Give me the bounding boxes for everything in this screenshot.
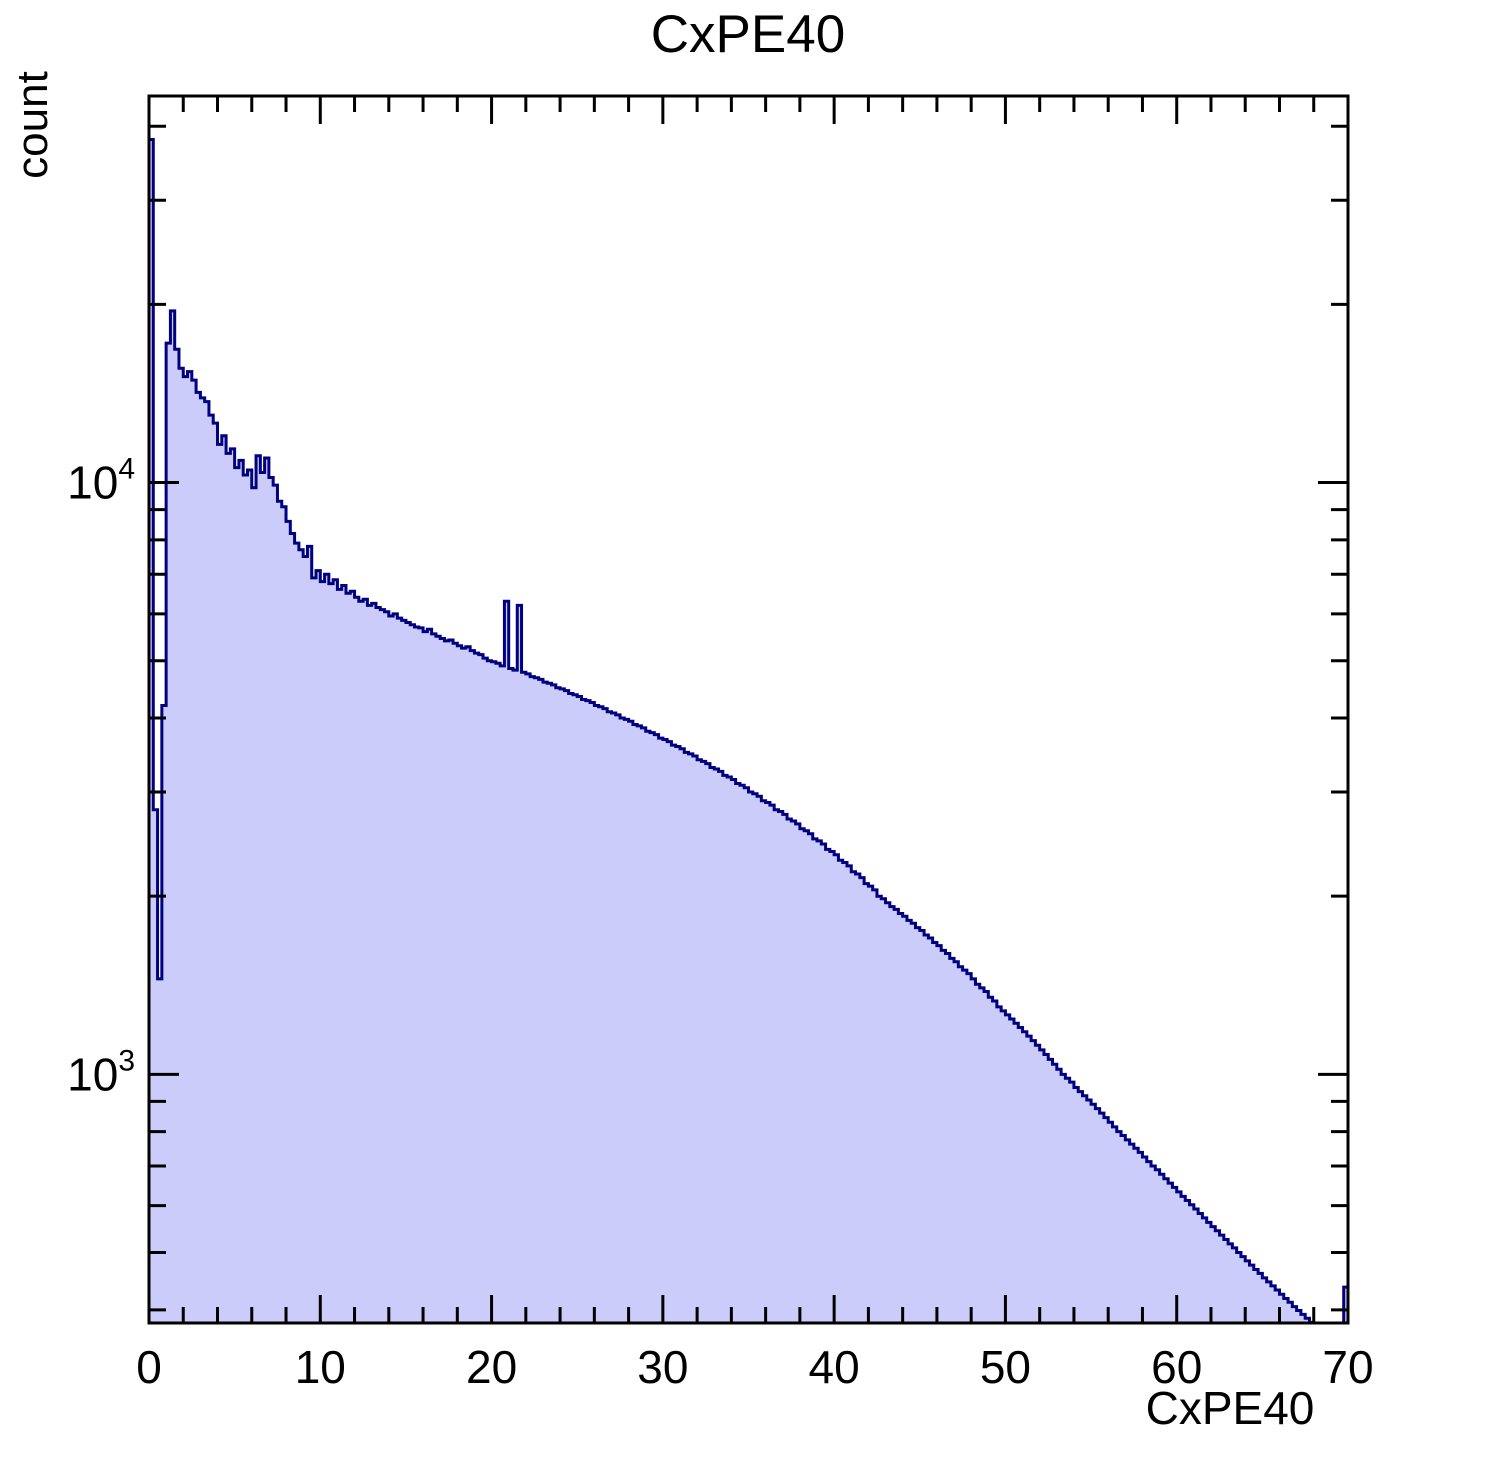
x-tick-label: 60 xyxy=(1151,1341,1202,1393)
x-tick-labels: 0 10 20 30 40 50 60 70 xyxy=(136,1341,1373,1393)
plot-frame xyxy=(147,94,1350,1325)
x-tick-label: 0 xyxy=(136,1341,162,1393)
page-title: CxPE40 xyxy=(650,5,846,64)
histogram-outline xyxy=(147,137,1350,1325)
axes xyxy=(147,94,1350,1325)
x-axis-title: CxPE40 xyxy=(1145,1382,1315,1434)
x-tick-label: 30 xyxy=(637,1341,688,1393)
x-tick-label: 50 xyxy=(980,1341,1031,1393)
histogram-area xyxy=(149,139,1348,1324)
x-tick-label: 20 xyxy=(466,1341,517,1393)
y-tick-labels: 103 104 xyxy=(67,453,135,1101)
x-tick-label: 40 xyxy=(809,1341,860,1393)
x-tick-label: 70 xyxy=(1322,1341,1373,1393)
histogram-fill xyxy=(149,139,1348,1324)
y-tick-label: 103 xyxy=(67,1044,135,1100)
histogram-step-line xyxy=(147,137,1350,1325)
x-tick-label: 10 xyxy=(295,1341,346,1393)
y-tick-label: 104 xyxy=(67,453,135,509)
